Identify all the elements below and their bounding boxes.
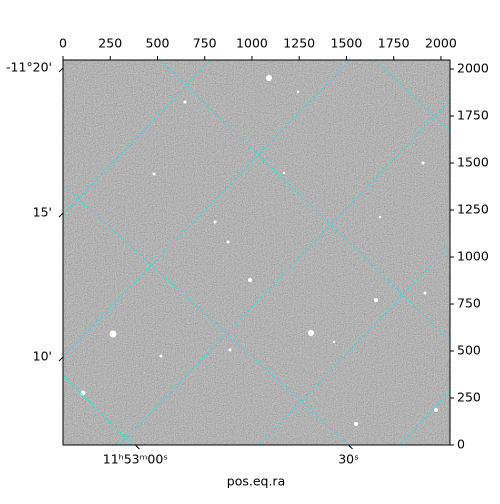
world-y-tick: [58, 67, 64, 73]
image: [63, 60, 450, 445]
world-y-tick-label: -11°20': [6, 60, 52, 75]
y-tick-label: 250: [457, 390, 481, 405]
x-tick-label: 500: [146, 36, 170, 51]
y-tick-label: 500: [457, 343, 481, 358]
y-tick-label: 750: [457, 296, 481, 311]
x-axis-label: pos.eq.ra: [227, 474, 285, 489]
x-tick-label: 2000: [425, 36, 457, 51]
y-tick-label: 2000: [457, 61, 489, 76]
world-y-tick: [58, 212, 64, 218]
world-x-tick-label: 30ˢ: [338, 452, 359, 467]
x-tick-label: 1000: [236, 36, 268, 51]
frame: [62, 59, 451, 446]
x-tick-label: 1250: [283, 36, 315, 51]
world-y-tick: [58, 356, 64, 362]
coordinate-grid: [63, 60, 450, 445]
x-tick-label: 1500: [331, 36, 363, 51]
y-tick-label: 1000: [457, 249, 489, 264]
x-tick-label: 1750: [378, 36, 410, 51]
y-tick-label: 1750: [457, 108, 489, 123]
x-tick-label: 0: [59, 36, 67, 51]
y-tick-label: 1500: [457, 155, 489, 170]
world-y-tick-label: 10': [33, 349, 52, 364]
world-x-tick-label: 11ʰ53ᵐ00ˢ: [103, 452, 168, 467]
x-tick-label: 250: [98, 36, 122, 51]
world-x-tick: [135, 444, 140, 450]
world-y-tick-label: 15': [33, 205, 52, 220]
world-x-tick: [348, 444, 353, 450]
y-tick-label: 0: [457, 437, 465, 452]
y-tick-label: 1250: [457, 202, 489, 217]
x-tick-label: 750: [193, 36, 217, 51]
